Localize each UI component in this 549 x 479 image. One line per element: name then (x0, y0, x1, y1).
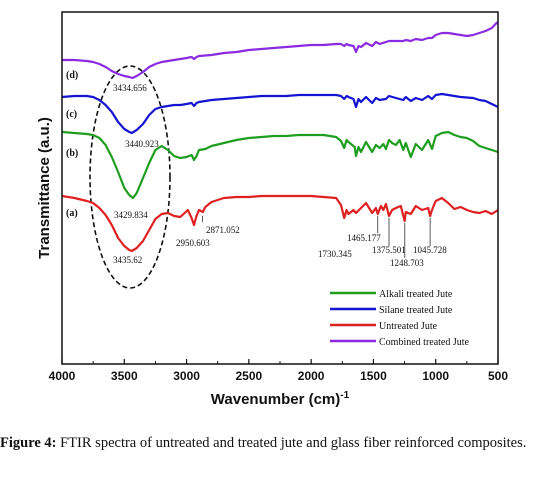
legend-label-untreated: Untreated Jute (379, 321, 438, 332)
peak-label-silane: 3440.923 (125, 139, 159, 149)
series-line-alkali-treated-jute (61, 130, 499, 200)
series-tag-d: (d) (66, 70, 78, 81)
peak-labels: 3429.834 3435.62 2950.603 2871.052 1730.345 1… (113, 83, 447, 268)
y-axis-title: Transmittance (a.u.) (36, 117, 53, 259)
figure-caption: Figure 4: FTIR spectra of untreated and … (0, 434, 549, 453)
peak-label: 2871.052 (206, 225, 240, 235)
series-tag-b: (b) (66, 148, 78, 159)
series-line-silane-treated-jute (61, 92, 499, 135)
x-tick-label: 4000 (49, 369, 76, 383)
x-tick-label: 500 (488, 369, 508, 383)
series-tag-a: (a) (66, 208, 78, 219)
peak-label: 2950.603 (176, 238, 210, 248)
peak-label: 1730.345 (318, 249, 352, 259)
peak-label: 1465.177 (347, 233, 381, 243)
peak-label: 3434.656 (113, 83, 147, 93)
series-line-untreated-jute (61, 194, 499, 253)
ftir-chart: 3429.834 3435.62 2950.603 2871.052 1730.345 1… (36, 11, 508, 408)
series-line-combined-treated-jute (62, 21, 499, 80)
peak-label: 1248.703 (390, 258, 424, 268)
x-tick-label: 2500 (236, 369, 263, 383)
caption-label: Figure 4: (0, 435, 57, 451)
peak-label: 1045.728 (413, 245, 447, 255)
x-axis-ticks: 4000 3500 3000 2500 2000 1500 1000 500 (49, 359, 508, 383)
legend: Alkali treated Jute Silane treated Jute … (330, 289, 470, 348)
x-tick-label: 1500 (360, 369, 387, 383)
x-tick-label: 3000 (173, 369, 200, 383)
legend-label-silane: Silane treated Jute (379, 305, 453, 316)
x-tick-label: 3500 (111, 369, 138, 383)
legend-label-alkali: Alkali treated Jute (379, 289, 453, 300)
oh-band-ellipse (89, 65, 171, 289)
x-tick-label: 1000 (422, 369, 449, 383)
peak-label: 3435.62 (113, 255, 142, 265)
caption-text: FTIR spectra of untreated and treated ju… (56, 435, 527, 451)
legend-label-combined: Combined treated Jute (379, 337, 470, 348)
x-tick-label: 2000 (298, 369, 325, 383)
peak-label: 3429.834 (114, 210, 148, 220)
x-axis-title-text: Wavenumber (cm) (211, 391, 340, 408)
x-axis-title-sup: -1 (340, 390, 349, 401)
peak-label: 1375.501 (372, 245, 406, 255)
x-axis-title: Wavenumber (cm)-1 (211, 390, 350, 408)
series-layer (61, 21, 499, 253)
series-tag-c: (c) (66, 109, 77, 120)
